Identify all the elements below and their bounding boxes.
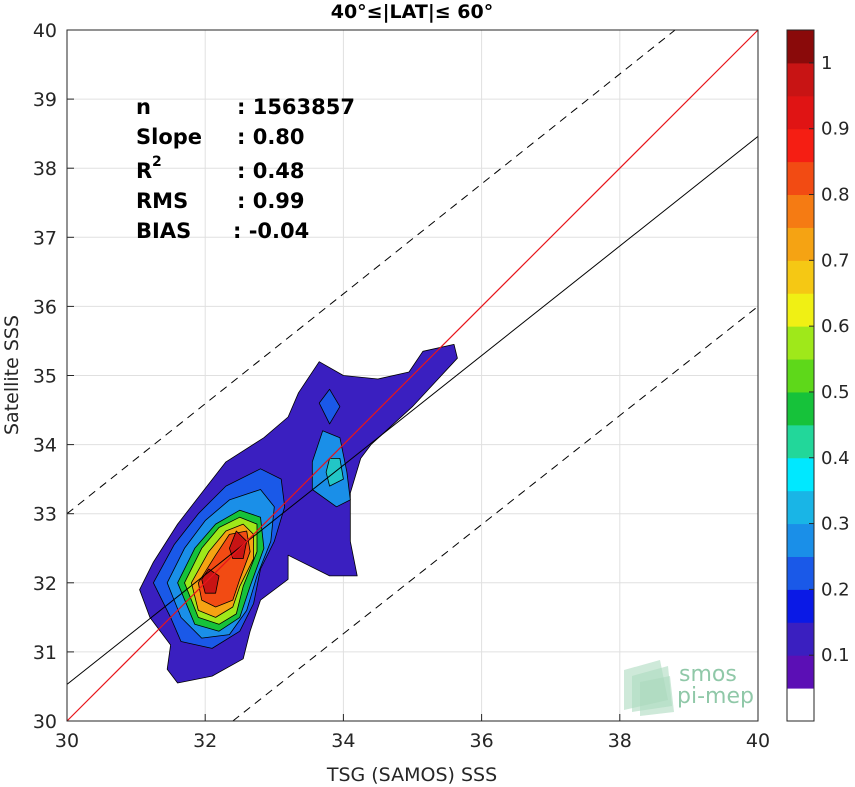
stat-slope-value: : 0.80 <box>237 125 305 149</box>
identity-line <box>66 29 759 722</box>
statistics-annotation: n : 1563857 Slope : 0.80 R 2 : 0.48 RMS … <box>136 95 355 243</box>
colorbar-segment <box>787 128 814 163</box>
colorbar-segment <box>787 293 814 327</box>
colorbar-segment <box>787 260 814 294</box>
colorbar-tick-label: 0.5 <box>821 382 850 403</box>
x-tick-label: 40 <box>746 730 770 752</box>
stat-r2-label: R <box>136 159 152 183</box>
colorbar-segment <box>787 523 814 557</box>
reference-lines <box>66 29 759 722</box>
x-tick-label: 38 <box>608 730 632 752</box>
colorbar <box>787 30 814 722</box>
colorbar-tick-label: 0.8 <box>821 185 850 206</box>
stat-r2-value: : 0.48 <box>237 159 305 183</box>
y-tick-label: 30 <box>33 711 57 733</box>
y-tick-label: 35 <box>33 366 57 388</box>
colorbar-segment <box>787 326 814 360</box>
y-tick-label: 36 <box>33 296 57 318</box>
colorbar-segment <box>787 227 814 261</box>
colorbar-segment <box>787 161 814 196</box>
y-tick-label: 38 <box>33 158 57 180</box>
stat-bias-value: : -0.04 <box>233 219 309 243</box>
stat-rms-label: RMS <box>136 189 188 213</box>
regression-fit-line <box>66 136 759 685</box>
upper-dashed-line <box>66 29 676 515</box>
y-tick-label: 32 <box>33 573 57 595</box>
colorbar-segment <box>787 424 814 459</box>
x-tick-label: 30 <box>55 730 79 752</box>
colorbar-segment <box>787 556 814 590</box>
x-tick-label: 36 <box>470 730 494 752</box>
colorbar-tick-label: 0.6 <box>821 316 850 337</box>
y-tick-label: 34 <box>33 435 57 457</box>
y-tick-label: 37 <box>33 227 57 249</box>
x-axis-label: TSG (SAMOS) SSS <box>326 764 497 786</box>
colorbar-ticks: 0.1 0.2 0.3 0.4 0.5 0.6 0.7 0.8 0.9 1 <box>809 53 850 666</box>
colorbar-tick-label: 0.2 <box>821 579 850 600</box>
x-tick-label: 34 <box>331 730 355 752</box>
colorbar-segment <box>787 688 814 722</box>
colorbar-segment <box>787 359 814 393</box>
stat-r2-superscript: 2 <box>152 154 162 170</box>
contour-fills <box>139 343 458 684</box>
logo-text-pimep: pi-mep <box>677 684 754 709</box>
y-axis-label: Satellite SSS <box>1 315 23 435</box>
colorbar-tick-label: 0.3 <box>821 514 850 535</box>
colorbar-segment <box>787 589 814 623</box>
colorbar-segment <box>787 655 814 689</box>
contour-level-1 <box>201 568 220 594</box>
chart-title: 40°≤|LAT|≤ 60° <box>331 1 494 23</box>
colorbar-segment <box>787 622 814 656</box>
colorbar-segment <box>787 95 814 130</box>
stat-rms-value: : 0.99 <box>237 189 305 213</box>
x-ticks: 30 32 34 36 38 40 <box>55 714 770 752</box>
stat-slope-label: Slope <box>136 125 202 149</box>
stat-n-label: n <box>136 95 151 119</box>
colorbar-tick-label: 0.1 <box>821 645 850 666</box>
colorbar-frame <box>786 29 815 722</box>
colorbar-segment <box>787 62 814 97</box>
colorbar-tick-label: 0.4 <box>821 448 850 469</box>
colorbar-tick-label: 0.9 <box>821 119 850 140</box>
y-tick-label: 39 <box>33 89 57 111</box>
y-tick-label: 40 <box>33 20 57 42</box>
stat-n-value: : 1563857 <box>237 95 355 119</box>
colorbar-segment <box>787 391 814 426</box>
y-ticks: 30 31 32 33 34 35 36 37 38 39 40 <box>33 20 74 733</box>
colorbar-segment <box>787 457 814 492</box>
y-tick-label: 33 <box>33 504 57 526</box>
stat-bias-label: BIAS <box>136 219 191 243</box>
y-tick-label: 31 <box>33 642 57 664</box>
colorbar-segment <box>787 194 814 228</box>
colorbar-tick-label: 1 <box>821 53 832 74</box>
logo-text-smos: smos <box>679 662 737 687</box>
logo-waves-icon <box>624 660 674 716</box>
smos-pimep-logo: smos pi-mep <box>624 660 754 716</box>
colorbar-tick-label: 0.7 <box>821 250 850 271</box>
colorbar-segment <box>787 30 814 64</box>
x-tick-label: 32 <box>193 730 217 752</box>
contour-level-0-2 <box>318 388 341 425</box>
colorbar-segment <box>787 490 814 525</box>
